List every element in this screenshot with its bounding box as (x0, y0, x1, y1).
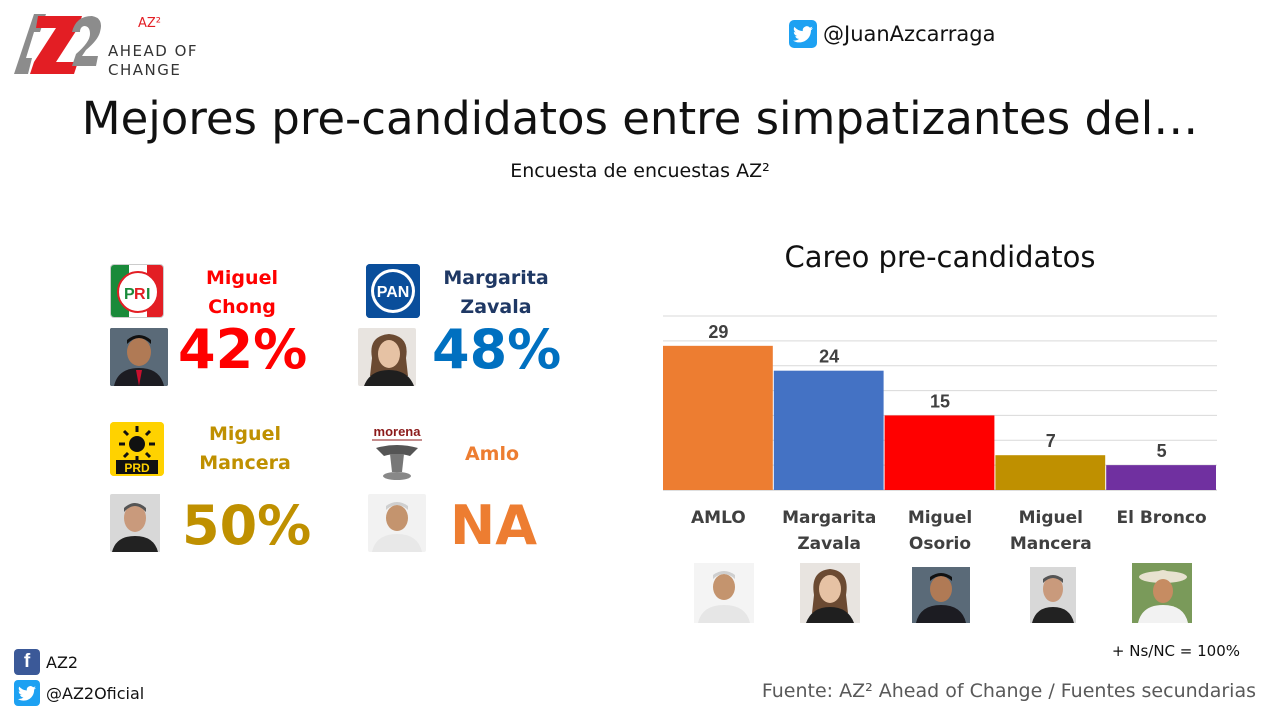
brand-line1: AHEAD OF (108, 42, 199, 60)
twitter-icon (789, 20, 817, 48)
chart-footnote: + Ns/NC = 100% (1111, 642, 1240, 660)
chart-photo-osorio (912, 567, 970, 623)
photo-zavala (358, 328, 416, 386)
svg-text:PRD: PRD (124, 461, 150, 475)
bar-4 (1106, 465, 1216, 490)
candidate-name-prd: Miguel Mancera (199, 423, 291, 474)
bar-2 (884, 415, 995, 490)
twitter-link[interactable]: @AZ2Oficial (14, 680, 144, 706)
percent-prd: 50% (182, 494, 312, 557)
x-tick-label-4: El Bronco (1116, 508, 1207, 528)
twitter-icon (14, 680, 40, 706)
chart-photo-amlo (694, 563, 754, 623)
svg-text:P: P (124, 286, 135, 303)
bar-3 (995, 455, 1106, 490)
data-label-0: 29 (708, 322, 728, 342)
facebook-handle: AZ2 (46, 652, 79, 672)
brand-sup: AZ² (138, 16, 162, 31)
bar-chart: 29 24 15 7 5 (663, 315, 1217, 491)
source-note: Fuente: AZ² Ahead of Change / Fuentes se… (761, 680, 1256, 702)
chart-photo-mancera (1030, 567, 1076, 623)
data-label-4: 5 (1157, 441, 1167, 461)
svg-text:morena: morena (374, 424, 422, 439)
page-title: Mejores pre-candidatos entre simpatizant… (81, 92, 1199, 145)
candidate-name-pan: Margarita Zavala (443, 267, 549, 318)
svg-text:I: I (146, 286, 150, 303)
candidate-name-morena: Amlo (464, 443, 520, 465)
x-tick-label-2: Miguel Osorio (907, 508, 973, 554)
chart-photo-zavala (800, 563, 860, 623)
pri-logo: P R I (110, 264, 164, 318)
photo-mancera (110, 494, 168, 552)
twitter-handle-text: @JuanAzcarraga (823, 22, 996, 46)
percent-pan: 48% (432, 318, 562, 381)
chart-photo-bronco (1132, 563, 1192, 623)
svg-text:PAN: PAN (377, 284, 410, 301)
chart-title: Careo pre-candidatos (784, 240, 1096, 274)
twitter-handle-top[interactable]: @JuanAzcarraga (789, 20, 995, 48)
percent-morena: NA (450, 494, 537, 557)
x-tick-label-1: Margarita Zavala (782, 508, 877, 554)
data-label-2: 15 (930, 391, 950, 411)
twitter-handle-footer: @AZ2Oficial (46, 683, 145, 703)
percent-pri: 42% (178, 318, 308, 381)
data-label-3: 7 (1046, 431, 1056, 451)
page-subtitle: Encuesta de encuestas AZ² (510, 160, 770, 182)
x-tick-label-0: AMLO (691, 508, 746, 528)
candidate-name-pri: Miguel Chong (206, 267, 278, 318)
photo-chong (110, 328, 168, 386)
svg-text:R: R (134, 286, 146, 303)
data-label-1: 24 (819, 347, 839, 367)
facebook-icon: f (14, 649, 40, 675)
bar-0 (663, 345, 773, 490)
az2-logo (12, 10, 104, 78)
morena-logo: morena (366, 424, 428, 482)
bar-1 (773, 370, 884, 490)
prd-logo: PRD (110, 422, 164, 476)
x-tick-label-3: Miguel Mancera (1009, 508, 1092, 554)
facebook-link[interactable]: f AZ2 (14, 649, 78, 675)
brand-line2: CHANGE (108, 61, 182, 79)
photo-amlo (368, 494, 426, 552)
pan-logo: PAN (366, 264, 420, 318)
